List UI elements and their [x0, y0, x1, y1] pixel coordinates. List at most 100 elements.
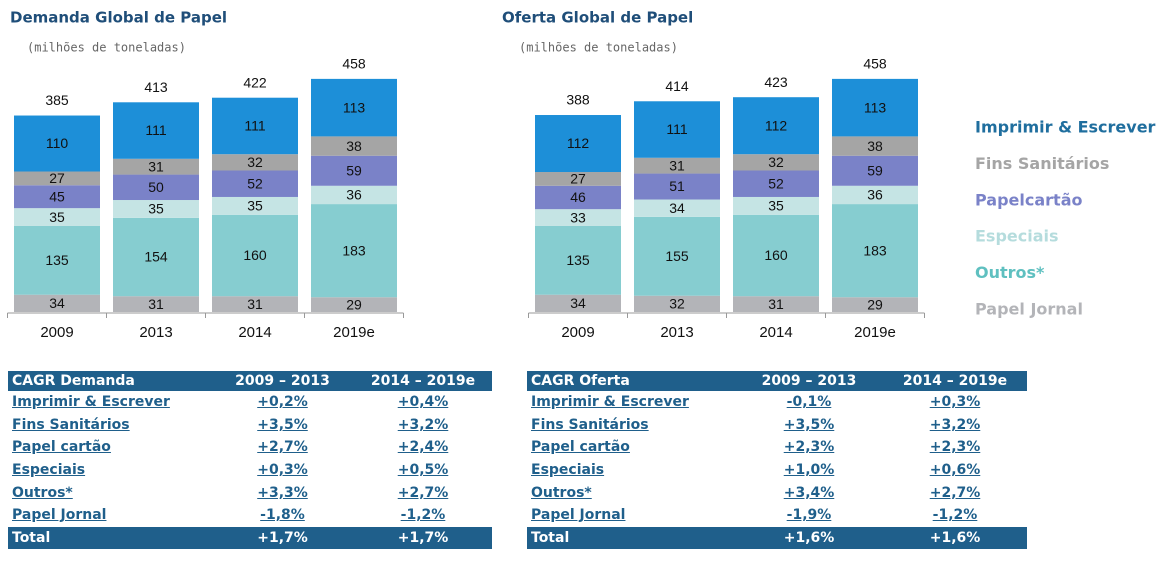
bar-segment — [535, 185, 621, 210]
cell: Total +1,7% +1,7% — [8, 526, 492, 550]
total-label: 388 — [566, 92, 590, 108]
cell: CAGR Demanda 2009 – 2013 2014 – 2019e — [8, 371, 492, 391]
bar-segment — [212, 154, 298, 171]
total-label: 385 — [45, 92, 69, 108]
cell: Total +1,6% +1,6% — [527, 526, 1027, 550]
total-label: 458 — [342, 56, 366, 72]
cell: Imprimir & Escrever — [12, 394, 170, 411]
header-cell: CAGR Demanda — [8, 371, 211, 391]
x-tick-label: 2014 — [759, 324, 792, 341]
data-label: 154 — [144, 249, 168, 265]
total-label: 458 — [863, 56, 887, 72]
data-label: 111 — [666, 121, 687, 137]
data-label: 113 — [864, 99, 887, 115]
bar-segment — [832, 155, 918, 186]
legend-label: Outros* — [975, 263, 1045, 282]
data-label: 52 — [247, 175, 263, 191]
cell: Papel Jornal — [12, 507, 107, 524]
cell: Especiais +1,0% +0,6% — [527, 459, 1027, 482]
cell: -1,2% — [400, 507, 446, 524]
data-label: 35 — [148, 201, 164, 217]
cell: +0,3% — [929, 394, 981, 411]
data-label: 31 — [148, 296, 164, 312]
cell: +3,2% — [929, 416, 981, 433]
cagr-table: CAGR Oferta 2009 – 2013 2014 – 2019e Imprim… — [527, 371, 1027, 550]
bar-segment — [311, 155, 397, 186]
legend-label: Fins Sanitários — [975, 154, 1109, 173]
bar-segment — [212, 214, 298, 297]
cell: +0,4% — [397, 394, 449, 411]
cell: Papel cartão — [531, 439, 630, 456]
cell: +1,6% — [883, 526, 1027, 550]
cell: +0,5% — [397, 462, 449, 479]
legend-label: Papel Jornal — [975, 300, 1083, 319]
data-label: 35 — [247, 198, 263, 214]
data-label: 110 — [46, 135, 69, 151]
data-label: 113 — [343, 99, 366, 115]
bar-segment — [311, 204, 397, 298]
cell: Fins Sanitários +3,5% +3,2% — [527, 414, 1027, 437]
header-cell: 2009 – 2013 — [735, 371, 883, 391]
cell: Papel cartão +2,3% +2,3% — [527, 436, 1027, 459]
cell: +2,7% — [929, 484, 981, 501]
cell: +0,2% — [257, 394, 308, 411]
bar-segment — [113, 296, 199, 312]
data-label: 160 — [243, 247, 267, 263]
data-label: 29 — [346, 296, 362, 312]
data-label: 59 — [346, 162, 362, 178]
legend-label: Especiais — [975, 227, 1059, 246]
bar-segment — [14, 294, 100, 312]
cell: Fins Sanitários — [12, 416, 130, 433]
cell: +3,4% — [783, 484, 835, 501]
bar-segment — [14, 115, 100, 172]
bar-segment — [14, 208, 100, 226]
cell: +0,3% — [257, 462, 308, 479]
chart-subtitle: (milhões de toneladas) — [519, 41, 678, 55]
bar-segment — [634, 101, 720, 158]
data-label: 27 — [49, 170, 65, 186]
data-label: 31 — [148, 158, 164, 174]
bar-segment — [832, 136, 918, 156]
x-tick-label: 2009 — [40, 324, 73, 341]
data-label: 36 — [346, 187, 362, 203]
data-label: 34 — [570, 295, 586, 311]
x-tick-label: 2019e — [333, 324, 375, 341]
cell: Especiais — [12, 462, 86, 479]
bar-segment — [832, 297, 918, 312]
cell: Outros* — [531, 484, 592, 501]
total-label: 414 — [665, 78, 689, 94]
bar-segment — [634, 295, 720, 312]
data-label: 32 — [768, 154, 784, 170]
bar-segment — [14, 225, 100, 295]
bar-segment — [733, 296, 819, 312]
data-label: 183 — [863, 242, 887, 258]
data-label: 32 — [669, 296, 685, 312]
bar-segment — [311, 185, 397, 205]
bar-segment — [113, 102, 199, 159]
header-cell: 2009 – 2013 — [211, 371, 354, 391]
header-cell: CAGR Oferta — [527, 371, 735, 391]
bar-segment — [113, 158, 199, 175]
cell: Imprimir & Escrever — [531, 394, 689, 411]
cell: CAGR Oferta 2009 – 2013 2014 – 2019e — [527, 371, 1027, 391]
bar-segment — [535, 294, 621, 312]
x-tick-label: 2013 — [660, 324, 693, 341]
bar-segment — [832, 204, 918, 298]
bar-segment — [634, 173, 720, 200]
cagr-table: CAGR Demanda 2009 – 2013 2014 – 2019e Impri… — [8, 371, 492, 550]
data-label: 31 — [768, 296, 784, 312]
data-label: 183 — [342, 242, 366, 258]
cell: Papel Jornal — [531, 507, 626, 524]
bar-segment — [634, 199, 720, 217]
bar-segment — [212, 196, 298, 215]
bar-segment — [733, 97, 819, 155]
data-label: 35 — [49, 209, 65, 225]
bar-segment — [535, 209, 621, 226]
data-label: 38 — [346, 138, 362, 154]
data-label: 35 — [768, 198, 784, 214]
cell: -0,1% — [786, 394, 832, 411]
bar-segment — [535, 172, 621, 186]
data-label: 112 — [765, 117, 788, 133]
